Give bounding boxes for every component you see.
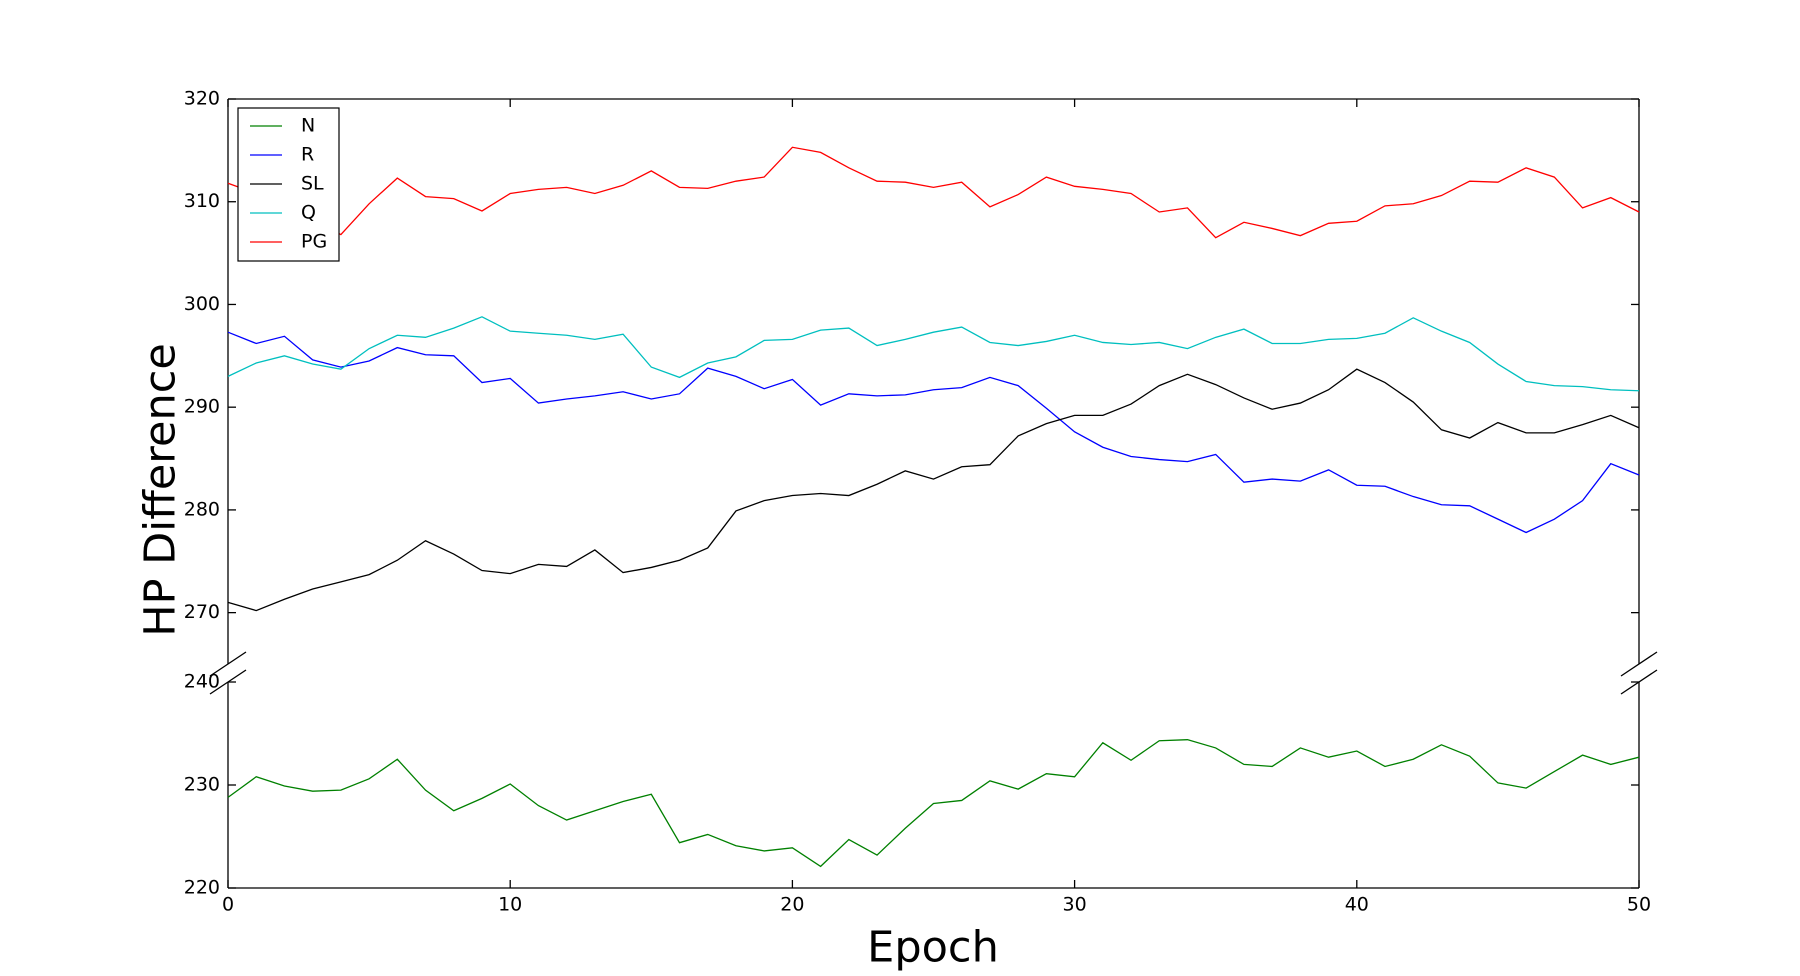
y-tick-label: 280 (184, 498, 220, 520)
y-tick-label: 270 (184, 601, 220, 623)
legend-label: Q (301, 202, 316, 224)
x-tick-label: 0 (222, 894, 234, 916)
y-tick-label: 240 (184, 671, 220, 693)
x-tick-label: 50 (1627, 894, 1651, 916)
data-line (227, 146, 1640, 239)
legend-label: PG (301, 231, 327, 253)
data-line (227, 331, 1640, 534)
y-tick-label: 290 (184, 396, 220, 418)
data-line (227, 316, 1640, 392)
x-axis-label: Epoch (867, 923, 999, 973)
legend-label: R (301, 144, 314, 166)
x-tick-label: 30 (1063, 894, 1087, 916)
axis-break (209, 651, 247, 677)
y-tick-label: 220 (184, 877, 220, 899)
y-tick-label: 300 (184, 293, 220, 315)
x-tick-label: 10 (498, 894, 522, 916)
x-tick-label: 20 (780, 894, 804, 916)
y-axis-label: HP Difference (136, 343, 186, 637)
y-tick-label: 320 (184, 88, 220, 110)
axis-break (1620, 651, 1658, 677)
y-tick-label: 310 (184, 190, 220, 212)
data-line (227, 368, 1640, 612)
x-tick-label: 40 (1345, 894, 1369, 916)
y-tick-label: 230 (184, 774, 220, 796)
legend-label: SL (301, 173, 324, 195)
legend-label: N (301, 115, 315, 137)
data-line (227, 739, 1640, 868)
